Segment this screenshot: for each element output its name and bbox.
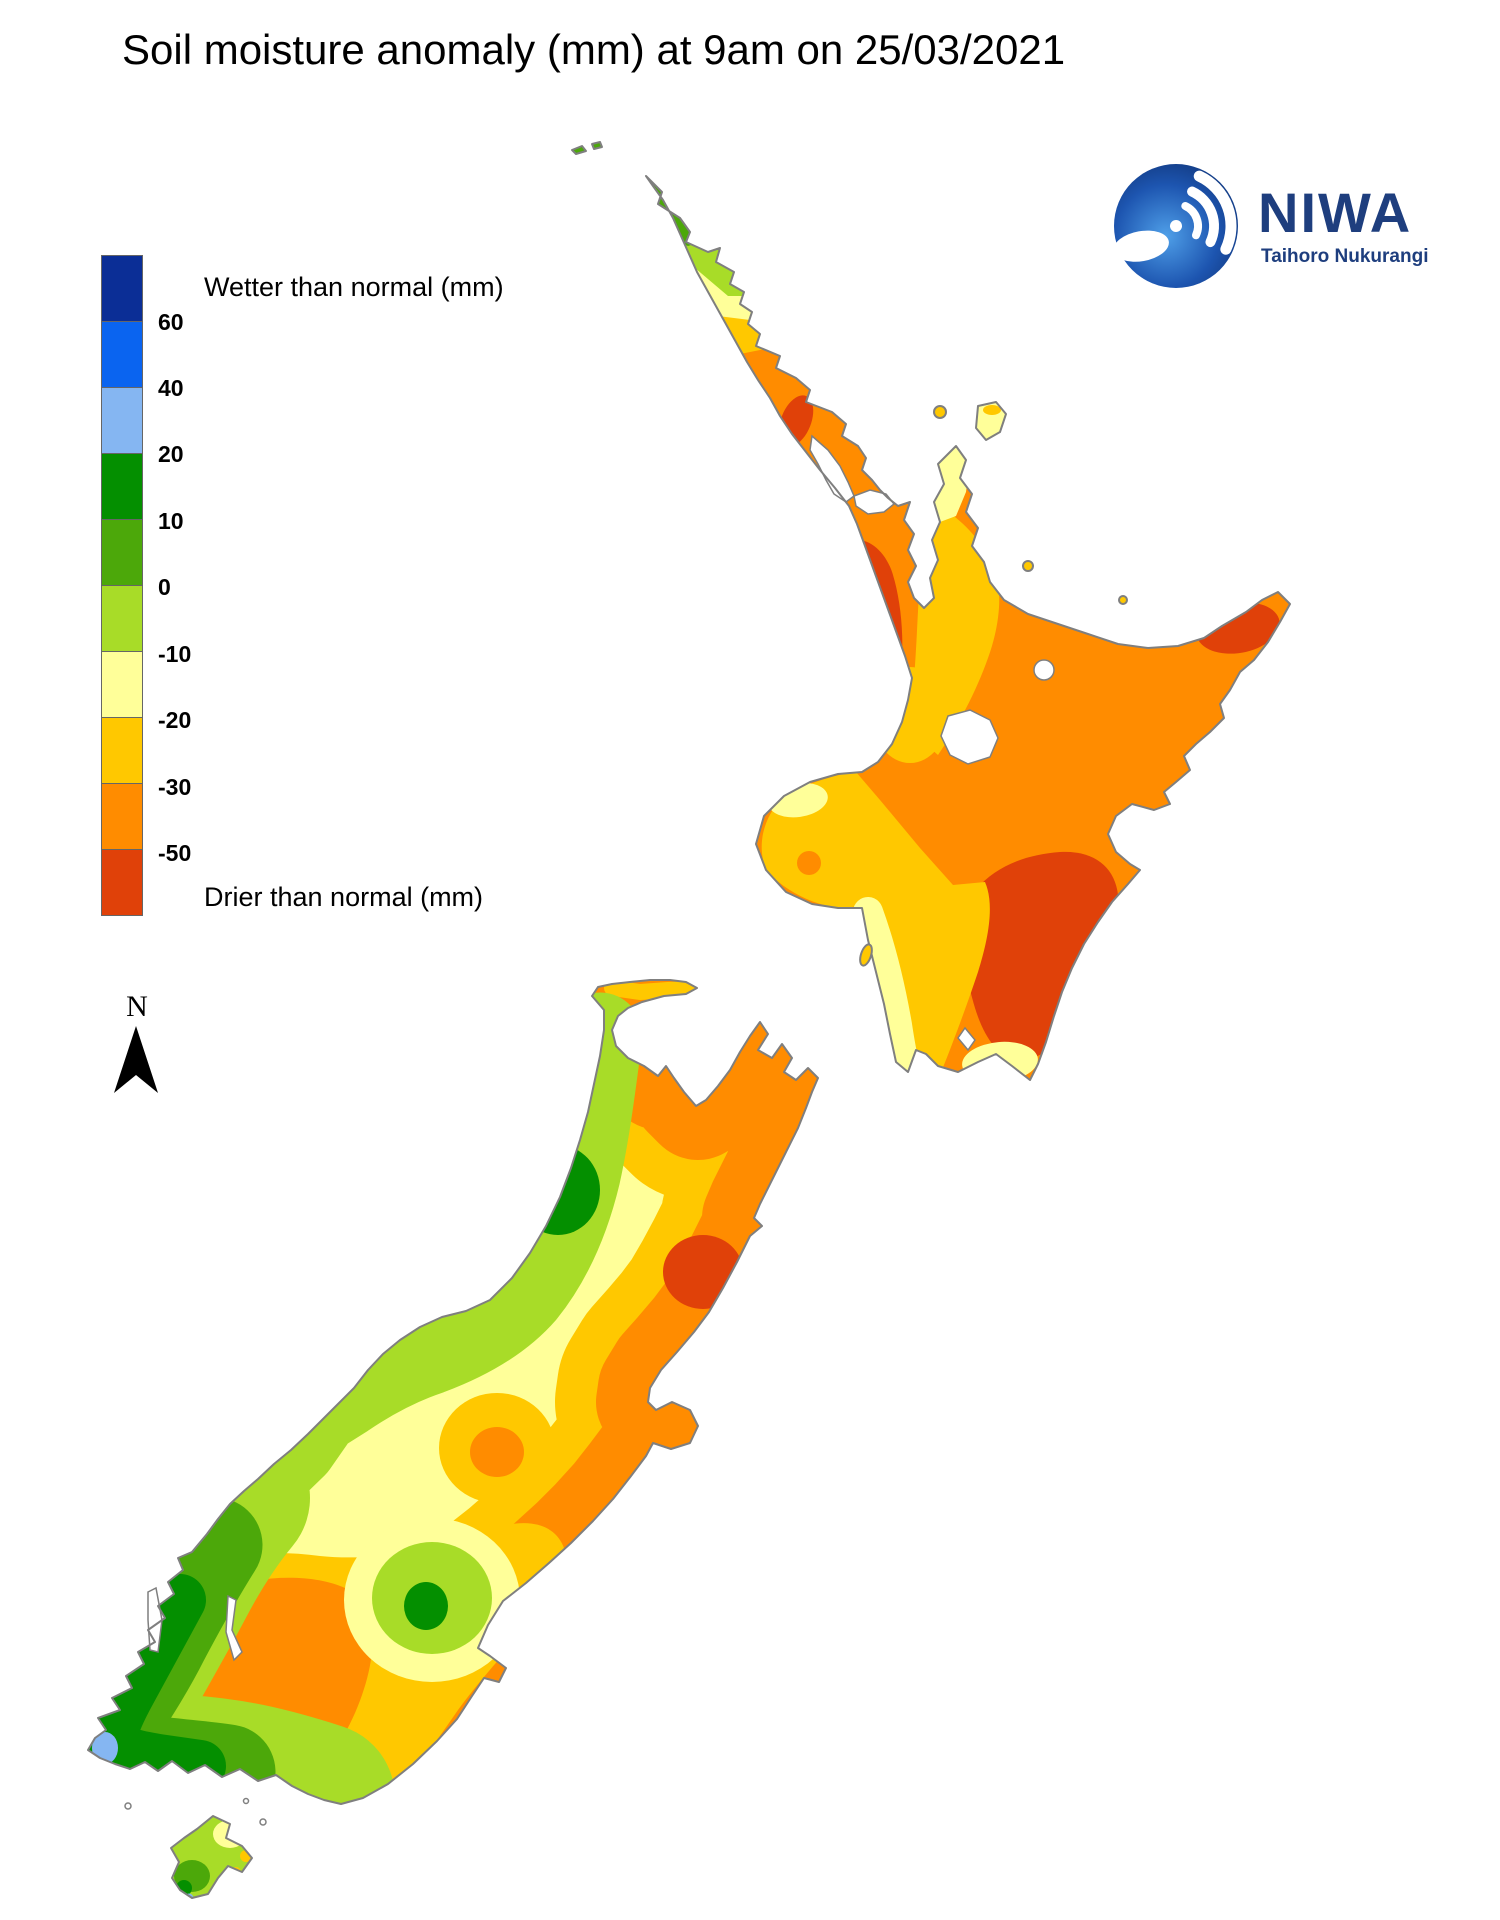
legend-tick--30: -30	[158, 774, 192, 800]
north-arrow-icon	[114, 1026, 158, 1093]
south-island	[87, 979, 819, 1805]
legend-tick--20: -20	[158, 707, 192, 733]
stewart-island	[170, 1815, 253, 1899]
legend-swatch-10-20	[101, 453, 143, 520]
compass-north-label: N	[126, 990, 148, 1023]
offshore-islands	[124, 141, 1128, 1826]
legend-swatch-0-10	[101, 519, 143, 586]
legend-tick--10: -10	[158, 641, 192, 667]
legend-tick-0: 0	[158, 574, 171, 600]
legend-tick-60: 60	[158, 309, 184, 335]
legend-swatch--50--30	[101, 783, 143, 850]
page-title: Soil moisture anomaly (mm) at 9am on 25/…	[122, 26, 1066, 73]
legend-color-bar	[101, 255, 143, 916]
kapiti-island	[859, 943, 873, 967]
lake-taupo	[940, 709, 999, 765]
legend-swatch-above-60	[101, 255, 143, 322]
little-barrier-island	[933, 405, 947, 419]
lake-rotorua	[1033, 659, 1055, 681]
nelson-lakes-darkgreen-anomaly	[516, 1145, 600, 1235]
legend-wetter-label: Wetter than normal (mm)	[204, 272, 504, 302]
legend-tick--50: -50	[158, 840, 192, 866]
niwa-logo-name: NIWA	[1258, 181, 1413, 244]
legend-swatch--30--20	[101, 717, 143, 784]
legend-swatch--10-0	[101, 585, 143, 652]
legend-swatch-40-60	[101, 321, 143, 388]
legend-drier-label: Drier than normal (mm)	[204, 882, 484, 912]
legend-tick-20: 20	[158, 441, 184, 467]
niwa-logo-tagline: Taihoro Nukurangi	[1261, 246, 1429, 267]
lake-wakatipu	[225, 1594, 243, 1662]
legend-swatch-20-40	[101, 387, 143, 454]
legend-tick-10: 10	[158, 508, 184, 534]
legend-tick-40: 40	[158, 375, 184, 401]
manukau-harbour	[853, 489, 896, 515]
legend-swatch--20--10	[101, 651, 143, 718]
legend-swatch-below--50	[101, 849, 143, 916]
wairarapa-red-anomaly	[962, 851, 1119, 1060]
great-barrier-island	[975, 401, 1007, 441]
lake-wairarapa	[957, 1026, 976, 1052]
niwa-swirl-icon	[1113, 164, 1238, 288]
